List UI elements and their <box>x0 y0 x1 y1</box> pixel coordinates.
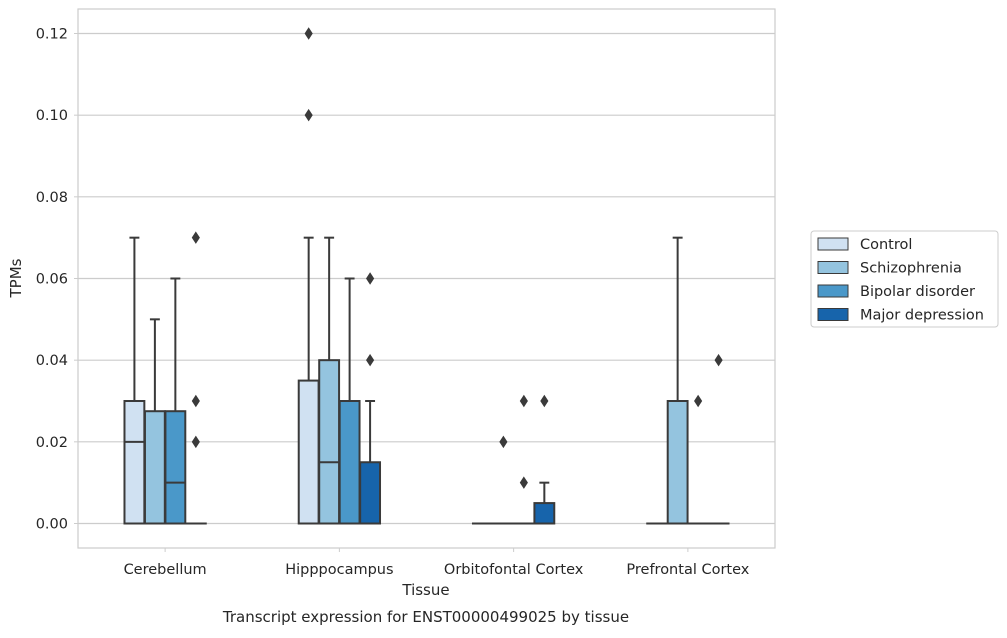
y-tick-label: 0.08 <box>36 190 68 206</box>
legend-swatch <box>818 285 848 297</box>
y-tick-label: 0.04 <box>36 353 68 369</box>
legend-swatch <box>818 238 848 250</box>
legend-label: Control <box>860 237 912 253</box>
x-tick-labels: Cerebellum Hipppocampus Orbitofontal Corte… <box>124 548 750 578</box>
legend-label: Schizophrenia <box>860 261 962 277</box>
chart-caption: Transcript expression for ENST0000049902… <box>222 608 629 626</box>
y-axis-label: TPMs <box>7 258 25 298</box>
y-tick-label: 0.02 <box>36 435 68 451</box>
box-body <box>340 401 360 524</box>
x-tick-label: Orbitofontal Cortex <box>444 562 584 578</box>
y-tick-label: 0.00 <box>36 517 68 533</box>
x-axis-label: Tissue <box>401 581 449 599</box>
legend-swatch <box>818 309 848 321</box>
x-tick-label: Hipppocampus <box>285 562 393 578</box>
box-body <box>299 381 319 524</box>
box-body <box>534 503 554 523</box>
box-body <box>165 411 185 523</box>
box-body <box>668 401 688 524</box>
x-tick-label: Cerebellum <box>124 562 207 578</box>
legend-label: Bipolar disorder <box>860 284 975 300</box>
y-tick-label: 0.12 <box>36 27 68 43</box>
y-tick-label: 0.10 <box>36 108 68 124</box>
y-tick-labels: 0.00 0.02 0.04 0.06 0.08 0.10 0.12 <box>36 27 78 533</box>
legend: Control Schizophrenia Bipolar disorder Majo… <box>811 231 998 327</box>
legend-swatch <box>818 262 848 274</box>
x-tick-label: Prefrontal Cortex <box>626 562 749 578</box>
box-body <box>145 411 165 523</box>
box-body <box>319 360 339 523</box>
legend-label: Major depression <box>860 308 984 324</box>
box-body <box>124 401 144 524</box>
box-body <box>360 462 380 523</box>
y-tick-label: 0.06 <box>36 272 68 288</box>
